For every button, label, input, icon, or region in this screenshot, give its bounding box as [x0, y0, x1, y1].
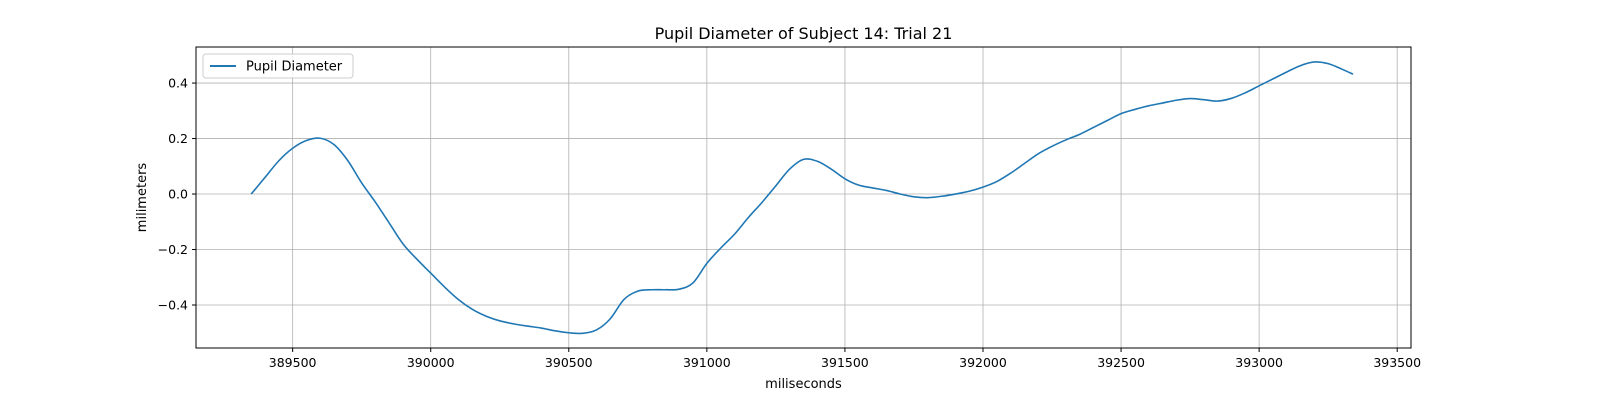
- chart-title: Pupil Diameter of Subject 14: Trial 21: [655, 24, 953, 43]
- x-tick-label: 392500: [1097, 355, 1145, 370]
- x-tick-label: 391500: [821, 355, 869, 370]
- grid: [196, 47, 1411, 348]
- x-tick-label: 389500: [269, 355, 317, 370]
- x-axis: 389500 390000 390500 391000 391500 392000 3925…: [269, 348, 1421, 370]
- series-layer: [250, 61, 1354, 335]
- x-tick-label: 390000: [407, 355, 455, 370]
- y-axis: −0.4 −0.2 0.0 0.2 0.4: [158, 76, 196, 313]
- y-axis-label: milimeters: [135, 163, 150, 233]
- y-tick-label: 0.4: [168, 76, 188, 91]
- series-line-pupil-diameter: [250, 61, 1354, 335]
- plot-frame: [195, 46, 1412, 349]
- y-tick-label: 0.2: [168, 131, 188, 146]
- legend-box: [202, 53, 354, 79]
- x-tick-label: 391000: [683, 355, 731, 370]
- y-tick-label: 0.0: [168, 187, 188, 202]
- y-tick-label: −0.2: [158, 242, 188, 257]
- legend: Pupil Diameter: [202, 53, 354, 79]
- y-tick-label: −0.4: [158, 298, 188, 313]
- x-tick-label: 392000: [959, 355, 1007, 370]
- x-tick-label: 393500: [1373, 355, 1421, 370]
- x-axis-label: miliseconds: [765, 377, 842, 392]
- legend-entry-pupil-diameter: Pupil Diameter: [246, 60, 343, 75]
- x-tick-label: 393000: [1235, 355, 1283, 370]
- x-tick-label: 390500: [545, 355, 593, 370]
